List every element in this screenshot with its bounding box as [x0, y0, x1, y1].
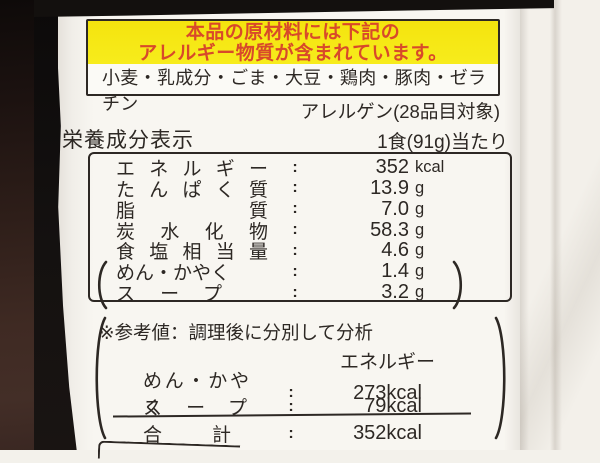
table-row: スープ : 3.2 g	[90, 279, 510, 305]
nutrient-label: 脂質	[116, 200, 268, 222]
total-row-grid: 合計 : 352kcal	[88, 420, 512, 447]
nutrient-unit: g	[415, 262, 425, 281]
allergen-list: 小麦・乳成分・ごま・大豆・鶏肉・豚肉・ゼラチン	[102, 68, 487, 114]
nutrient-label: めん・かやく	[116, 263, 231, 285]
nutrient-unit: kcal	[415, 158, 445, 177]
large-paren-close-icon	[452, 260, 466, 310]
component-label: めん・かやく	[143, 371, 249, 419]
allergy-notice-box: 本品の原材料には下記の アレルギー物質が含まれています。 小麦・乳成分・ごま・大…	[86, 19, 500, 114]
nutrient-label: たんぱく質	[116, 179, 268, 201]
colon: :	[288, 397, 294, 415]
allergen-note: アレルゲン(28品目対象)	[300, 101, 500, 122]
component-value: 273kcal	[353, 381, 422, 404]
package-surface-creases	[520, 0, 600, 450]
nutrient-unit: g	[415, 283, 425, 302]
table-row: エネルギー : 352 kcal	[90, 154, 510, 180]
allergy-banner-line2: アレルギー物質が含まれています。	[138, 43, 448, 64]
label-content: 本品の原材料には下記の アレルギー物質が含まれています。 小麦・乳成分・ごま・大…	[62, 19, 512, 463]
table-row: 食塩相当量 : 4.6 g	[90, 237, 510, 263]
nutrient-label: エネルギー	[116, 159, 268, 181]
allergy-banner-line1: 本品の原材料には下記の	[185, 22, 401, 43]
nutrient-unit: g	[415, 241, 425, 260]
nutrient-label: 炭水化物	[116, 221, 268, 243]
colon: :	[292, 241, 298, 259]
colon: :	[292, 200, 298, 218]
total-row: 合計 : 352kcal	[88, 420, 512, 447]
total-label: 合計	[143, 420, 249, 447]
component-value: 79kcal	[364, 395, 422, 417]
reference-note: ※参考値：調理後に分別して分析	[99, 322, 373, 343]
nutrition-header: 栄養成分表示 1食(91g)当たり	[62, 124, 508, 154]
colon: :	[292, 283, 298, 301]
large-paren-open-icon	[94, 260, 108, 310]
nutrient-unit: g	[415, 199, 425, 218]
colon: :	[292, 262, 298, 280]
nutrient-label: スープ	[116, 284, 222, 306]
total-label-text: 合計	[143, 425, 231, 446]
total-value: 352kcal	[353, 422, 422, 444]
reference-paren-open-icon	[91, 316, 107, 440]
nutrient-value: 7.0	[381, 197, 409, 220]
nutrient-value: 1.4	[381, 260, 409, 283]
reference-energy-header: エネルギー	[340, 352, 436, 373]
serving-size: 1食(91g)当たり	[377, 132, 508, 153]
nutrient-unit: g	[415, 178, 425, 197]
colon: :	[292, 158, 298, 176]
colon: :	[292, 221, 298, 239]
nutrient-value: 58.3	[370, 218, 409, 241]
reference-row: めん・かやく : 273kcal	[88, 366, 512, 419]
colon: :	[288, 384, 294, 401]
table-row: 炭水化物 : 58.3 g	[90, 217, 510, 243]
next-box-partial-edge	[97, 440, 241, 463]
reference-paren-close-icon	[494, 316, 510, 440]
allergy-banner: 本品の原材料には下記の アレルギー物質が含まれています。	[88, 21, 498, 64]
nutrient-value: 4.6	[381, 239, 409, 262]
nutrient-value: 13.9	[370, 176, 409, 199]
nutrition-title: 栄養成分表示	[62, 129, 194, 152]
table-row: 脂質 : 7.0 g	[90, 196, 510, 222]
nutrition-table: エネルギー : 352 kcal たんぱく質 : 13.9 g 脂質 : 7.0…	[88, 152, 512, 305]
nutrient-value: 352	[375, 156, 409, 179]
table-row: めん・かやく : 1.4 g	[90, 258, 510, 284]
nutrient-unit: g	[415, 220, 425, 239]
colon: :	[288, 424, 294, 442]
nutrient-value: 3.2	[381, 281, 409, 304]
table-row: たんぱく質 : 13.9 g	[90, 175, 510, 201]
colon: :	[292, 179, 298, 197]
nutrient-label: 食塩相当量	[116, 242, 268, 264]
